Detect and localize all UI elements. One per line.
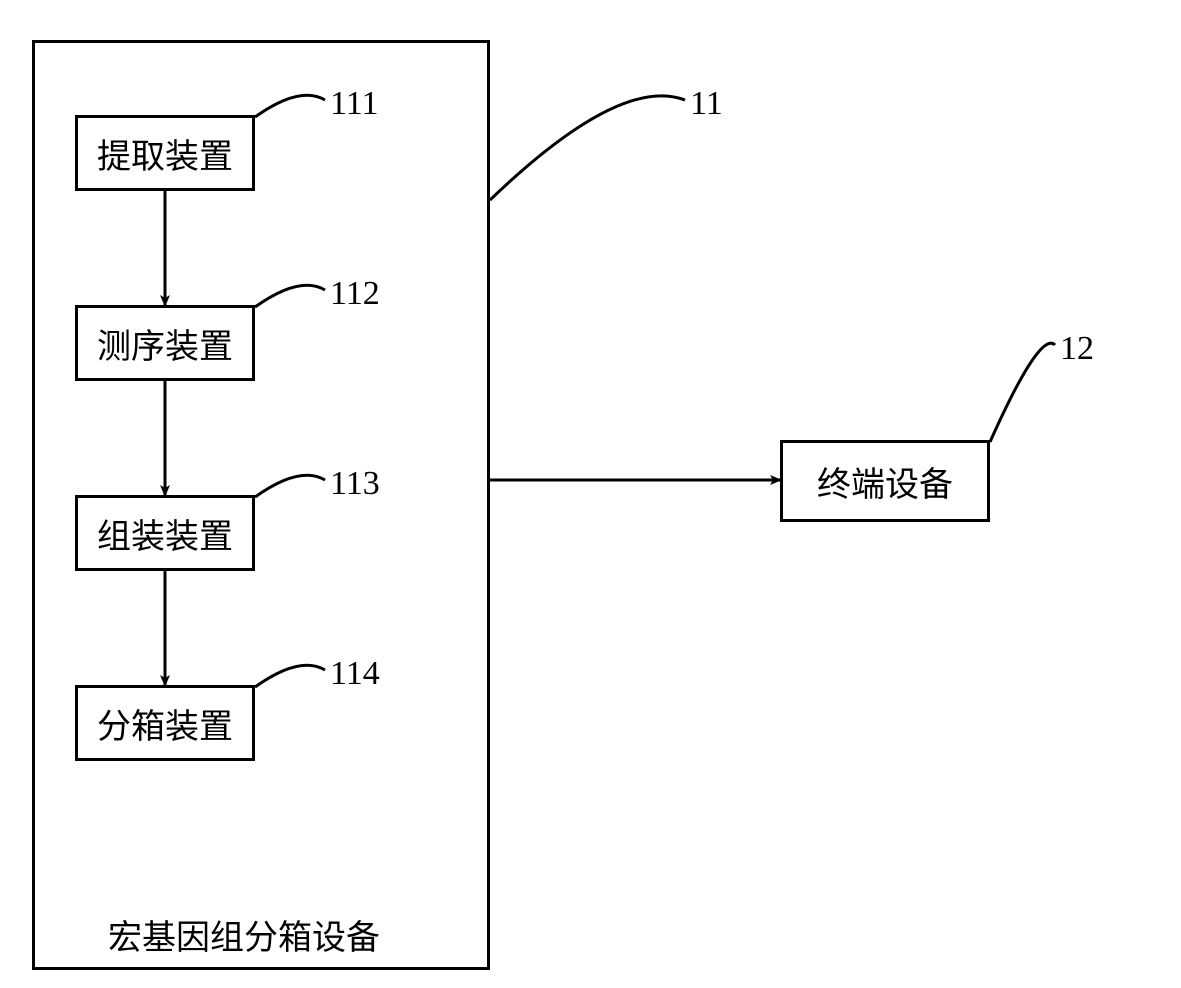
node-bin: 分箱装置 <box>75 685 255 761</box>
flowchart-diagram: 宏基因组分箱设备 提取装置 测序装置 组装装置 分箱装置 终端设备 111 11… <box>0 0 1181 988</box>
callout-113: 113 <box>330 465 380 503</box>
callout-12: 12 <box>1060 330 1094 368</box>
node-label: 提取装置 <box>97 129 233 178</box>
container-label: 宏基因组分箱设备 <box>108 910 380 959</box>
callout-114: 114 <box>330 655 380 693</box>
callout-112: 112 <box>330 275 380 313</box>
node-sequence: 测序装置 <box>75 305 255 381</box>
node-label: 终端设备 <box>817 457 953 506</box>
node-extract: 提取装置 <box>75 115 255 191</box>
node-label: 测序装置 <box>97 319 233 368</box>
node-terminal: 终端设备 <box>780 440 990 522</box>
node-label: 组装装置 <box>97 509 233 558</box>
callout-111: 111 <box>330 85 378 123</box>
node-label: 分箱装置 <box>97 699 233 748</box>
node-assemble: 组装装置 <box>75 495 255 571</box>
callout-11: 11 <box>690 85 723 123</box>
